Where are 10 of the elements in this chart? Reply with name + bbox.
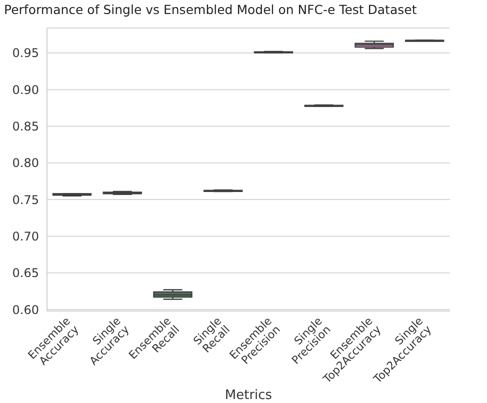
y-tick-label: 0.65 [12,266,39,280]
y-tick-label: 0.85 [12,120,39,134]
y-tick-label: 0.95 [12,46,39,60]
x-axis-title: Metrics [224,388,272,403]
y-tick-label: 0.75 [12,192,39,207]
y-tick-label: 0.80 [12,156,39,170]
y-tick-label: 0.60 [12,302,39,317]
y-tick-label: 0.90 [12,82,39,97]
y-tick-label: 0.70 [12,229,39,244]
chart-title: Performance of Single vs Ensembled Model on NFC-e Test Dataset [3,2,418,17]
